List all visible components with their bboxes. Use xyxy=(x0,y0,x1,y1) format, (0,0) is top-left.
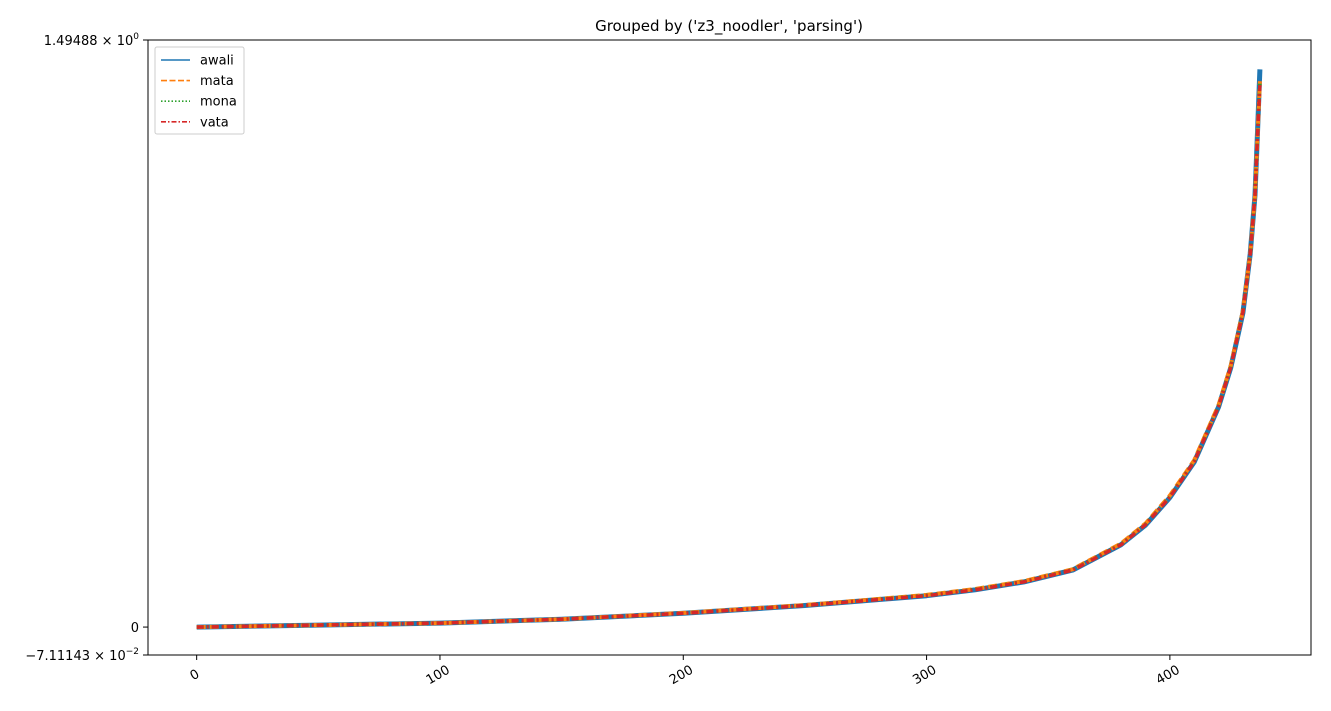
y-tick-mantissa: 0 xyxy=(131,621,139,636)
series-line-awali xyxy=(196,69,1263,630)
y-tick-label: 0 xyxy=(131,621,139,636)
x-axis: 0 100 200 300 400 xyxy=(188,655,1183,688)
y-tick-mantissa: 1.49488 xyxy=(44,34,98,49)
y-tick-label: −7.11143 × 10−2 xyxy=(25,647,139,664)
x-tick-label: 200 xyxy=(667,663,696,688)
series-line-mata xyxy=(196,81,1262,630)
y-tick-label: 1.49488 × 100 xyxy=(44,32,139,49)
y-tick-exponent: 0 xyxy=(133,32,139,42)
series-line-vata xyxy=(196,85,1262,629)
legend-label-awali: awali xyxy=(200,54,234,69)
y-tick-times: × xyxy=(98,34,117,49)
legend: awali mata mona vata xyxy=(154,46,245,135)
legend-label-mata: mata xyxy=(200,74,234,89)
x-tick-label: 100 xyxy=(424,663,453,688)
series-line-mona xyxy=(196,81,1262,629)
plot-area xyxy=(147,39,1312,656)
y-tick-mantissa: −7.11143 xyxy=(25,649,90,664)
x-tick-label: 300 xyxy=(910,663,939,688)
x-tick-label: 0 xyxy=(188,667,203,684)
chart-title: Grouped by ('z3_noodler', 'parsing') xyxy=(595,17,863,36)
y-tick-times: × xyxy=(90,649,109,664)
legend-label-mona: mona xyxy=(200,95,237,110)
legend-box xyxy=(154,46,245,135)
x-tick-label: 400 xyxy=(1154,663,1183,688)
y-tick-base: 10 xyxy=(109,649,126,664)
y-tick-exponent: −2 xyxy=(126,647,139,657)
legend-label-vata: vata xyxy=(200,115,229,130)
y-tick-base: 10 xyxy=(117,34,134,49)
series-layer xyxy=(196,69,1263,630)
